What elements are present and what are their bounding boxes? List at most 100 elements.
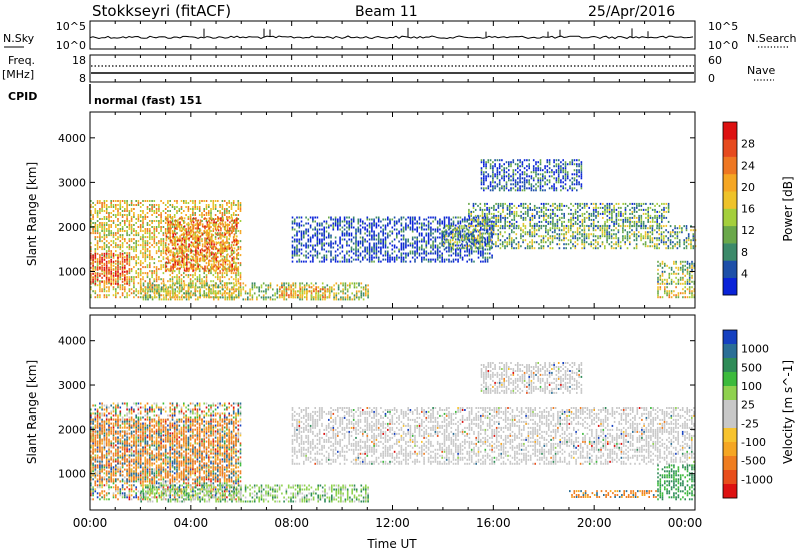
heatmap-cell	[163, 240, 165, 242]
heatmap-cell	[324, 288, 326, 290]
heatmap-cell	[328, 233, 330, 235]
heatmap-cell	[207, 243, 209, 245]
heatmap-cell	[172, 216, 174, 218]
heatmap-cell	[294, 249, 296, 251]
heatmap-cell	[217, 252, 219, 254]
heatmap-cell	[113, 253, 115, 255]
heatmap-cell	[215, 206, 217, 208]
heatmap-cell	[500, 227, 502, 229]
heatmap-cell	[430, 223, 432, 225]
heatmap-cell	[365, 290, 367, 292]
heatmap-cell	[208, 206, 210, 208]
heatmap-cell	[199, 242, 201, 244]
heatmap-cell	[568, 225, 570, 227]
heatmap-cell	[154, 288, 156, 290]
heatmap-cell	[579, 231, 581, 233]
heatmap-cell	[606, 231, 608, 233]
heatmap-cell	[174, 296, 176, 298]
heatmap-cell	[407, 227, 409, 229]
heatmap-cell	[310, 239, 312, 241]
heatmap-cell	[547, 237, 549, 239]
heatmap-cell	[210, 288, 212, 290]
heatmap-cell	[126, 208, 128, 210]
heatmap-cell	[504, 239, 506, 241]
heatmap-cell	[643, 243, 645, 245]
heatmap-cell	[466, 227, 468, 229]
heatmap-cell	[683, 239, 685, 241]
heatmap-cell	[486, 225, 488, 227]
heatmap-cell	[99, 200, 101, 202]
heatmap-cell	[299, 227, 301, 229]
heatmap-cell	[369, 261, 371, 263]
heatmap-cell	[163, 264, 165, 266]
heatmap-cell	[652, 233, 654, 235]
heatmap-cell	[296, 255, 298, 257]
heatmap-cell	[631, 233, 633, 235]
heatmap-cell	[117, 271, 119, 273]
heatmap-cell	[172, 270, 174, 272]
heatmap-cell	[158, 250, 160, 252]
heatmap-cell	[556, 237, 558, 239]
heatmap-cell	[475, 215, 477, 217]
heatmap-cell	[222, 235, 224, 237]
heatmap-cell	[396, 257, 398, 259]
heatmap-cell	[339, 221, 341, 223]
heatmap-cell	[387, 223, 389, 225]
heatmap-cell	[410, 253, 412, 255]
heatmap-cell	[176, 248, 178, 250]
heatmap-cell	[355, 243, 357, 245]
heatmap-cell	[284, 294, 286, 296]
heatmap-cell	[649, 241, 651, 243]
heatmap-cell	[437, 255, 439, 257]
heatmap-cell	[124, 275, 126, 277]
heatmap-cell	[299, 286, 301, 288]
heatmap-cell	[306, 296, 308, 298]
nsky-spikes	[204, 28, 648, 37]
heatmap-cell	[215, 294, 217, 296]
heatmap-cell	[668, 245, 670, 247]
heatmap-cell	[188, 261, 190, 263]
heatmap-cell	[339, 219, 341, 221]
heatmap-cell	[202, 233, 204, 235]
heatmap-cell	[163, 288, 165, 290]
heatmap-cell	[135, 270, 137, 272]
heatmap-cell	[179, 217, 181, 219]
heatmap-cell	[115, 271, 117, 273]
heatmap-cell	[197, 245, 199, 247]
heatmap-cell	[106, 286, 108, 288]
heatmap-cell	[565, 233, 567, 235]
heatmap-cell	[299, 292, 301, 294]
heatmap-cell	[586, 233, 588, 235]
heatmap-cell	[224, 210, 226, 212]
heatmap-cell	[373, 253, 375, 255]
heatmap-cell	[188, 270, 190, 272]
heatmap-cell	[457, 261, 459, 263]
heatmap-cell	[414, 243, 416, 245]
heatmap-cell	[353, 219, 355, 221]
heatmap-cell	[182, 249, 184, 251]
heatmap-cell	[149, 246, 151, 248]
heatmap-cell	[186, 292, 188, 294]
heatmap-cell	[192, 274, 194, 276]
heatmap-cell	[613, 233, 615, 235]
heatmap-cell	[197, 290, 199, 292]
heatmap-cell	[108, 250, 110, 252]
heatmap-cell	[385, 227, 387, 229]
heatmap-cell	[193, 225, 195, 227]
heatmap-cell	[554, 235, 556, 237]
heatmap-cell	[190, 292, 192, 294]
heatmap-cell	[177, 219, 179, 221]
heatmap-cell	[584, 233, 586, 235]
heatmap-cell	[220, 245, 222, 247]
heatmap-cell	[314, 255, 316, 257]
heatmap-cell	[323, 257, 325, 259]
heatmap-cell	[158, 288, 160, 290]
heatmap-cell	[135, 222, 137, 224]
heatmap-cell	[620, 241, 622, 243]
heatmap-cell	[199, 206, 201, 208]
heatmap-cell	[206, 206, 208, 208]
heatmap-cell	[333, 219, 335, 221]
heatmap-cell	[147, 264, 149, 266]
heatmap-cell	[435, 261, 437, 263]
heatmap-cell	[327, 288, 329, 290]
